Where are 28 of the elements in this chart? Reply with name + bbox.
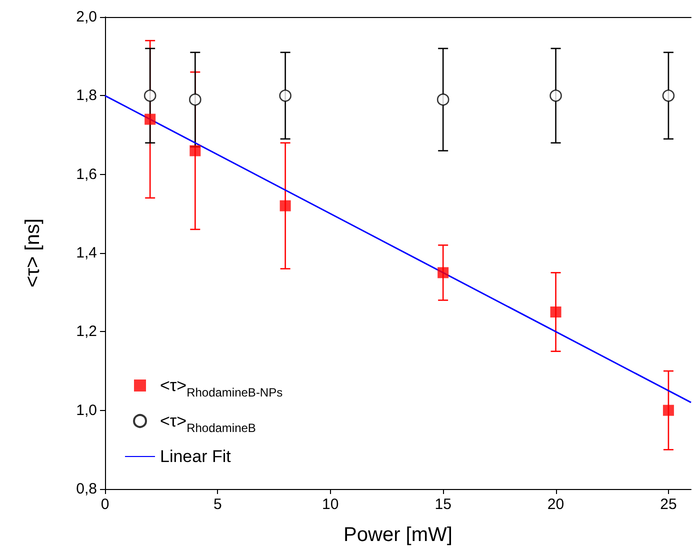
legend-label: Linear Fit bbox=[160, 447, 232, 466]
point bbox=[662, 404, 674, 416]
point bbox=[190, 145, 201, 156]
y-tick-label: 1,8 bbox=[76, 87, 97, 104]
x-tick-label: 25 bbox=[660, 496, 677, 513]
y-axis-title: <τ> [ns] bbox=[22, 218, 44, 288]
point bbox=[144, 90, 156, 102]
y-tick-label: 2,0 bbox=[76, 8, 97, 26]
point bbox=[144, 114, 156, 125]
point bbox=[436, 93, 450, 106]
point bbox=[662, 90, 675, 102]
point bbox=[279, 90, 292, 102]
x-tick-label: 20 bbox=[547, 496, 564, 513]
point bbox=[189, 93, 202, 106]
point bbox=[550, 306, 562, 318]
y-tick-label: 1,0 bbox=[76, 402, 97, 419]
x-tick-label: 15 bbox=[434, 496, 452, 513]
point bbox=[280, 200, 291, 212]
y-tick-label: 1,6 bbox=[76, 166, 97, 183]
x-tick-label: 5 bbox=[214, 496, 222, 513]
x-tick-label: 0 bbox=[100, 496, 110, 513]
x-tick-label: 10 bbox=[322, 496, 339, 513]
y-tick-label: 1,2 bbox=[76, 323, 97, 340]
point bbox=[438, 267, 449, 278]
y-tick-label: 0,8 bbox=[76, 480, 97, 498]
point bbox=[550, 90, 562, 102]
y-tick-label: 1,4 bbox=[76, 244, 97, 262]
x-axis-title: Power [mW] bbox=[344, 524, 452, 546]
